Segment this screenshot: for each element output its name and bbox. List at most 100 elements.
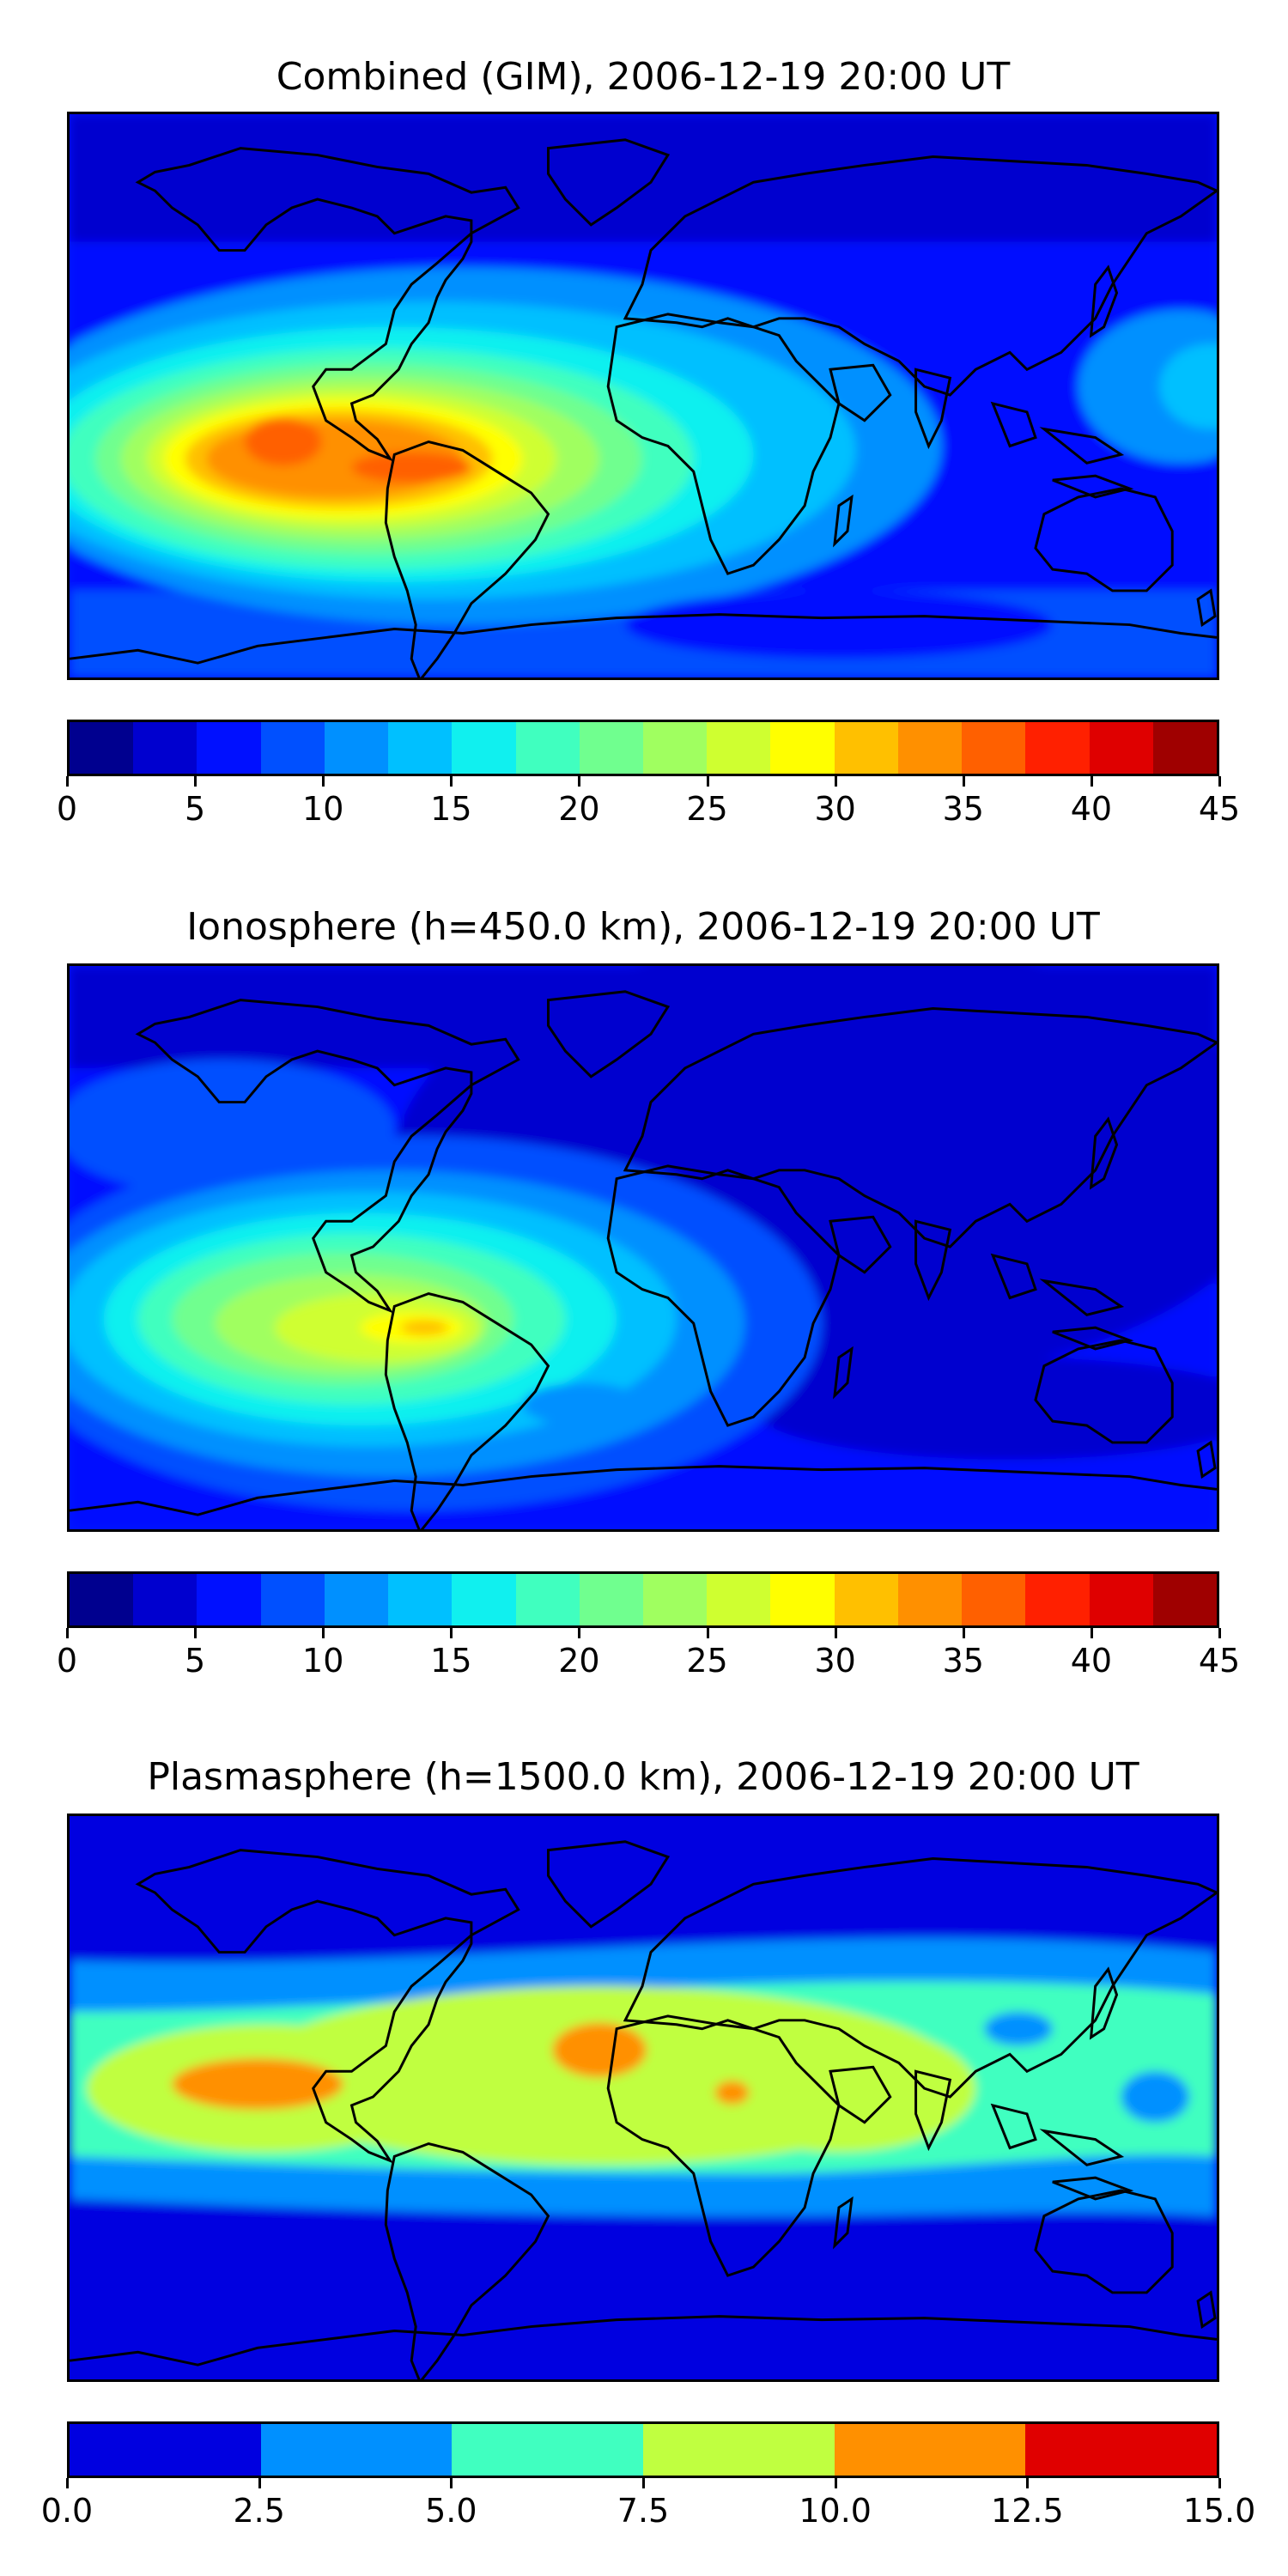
colorbar-tick-mark bbox=[1218, 776, 1221, 787]
colorbar-tick-label: 5 bbox=[185, 790, 206, 828]
panel-1-title: Combined (GIM), 2006-12-19 20:00 UT bbox=[276, 55, 1011, 99]
colorbar-1-segment bbox=[962, 722, 1026, 774]
colorbar-2-segment bbox=[962, 1574, 1026, 1625]
colorbar-3-segment bbox=[1025, 2424, 1218, 2476]
colorbar-tick-label: 10 bbox=[302, 790, 344, 828]
colorbar-tick-mark bbox=[258, 2478, 261, 2488]
colorbar-2 bbox=[67, 1571, 1219, 1628]
colorbar-3-segment bbox=[834, 2424, 1026, 2476]
colorbar-2-segment bbox=[452, 1574, 516, 1625]
colorbar-tick-mark bbox=[1026, 2478, 1030, 2488]
colorbar-tick-mark bbox=[194, 1628, 197, 1638]
colorbar-tick-mark bbox=[706, 776, 709, 787]
ionosphere-map bbox=[67, 963, 1219, 1532]
colorbar-tick-mark bbox=[706, 1628, 709, 1638]
colorbar-1-segment bbox=[70, 722, 134, 774]
colorbar-1-segment bbox=[1025, 722, 1090, 774]
colorbar-2-segment bbox=[133, 1574, 197, 1625]
colorbar-1-segment bbox=[834, 722, 898, 774]
colorbar-1-segment bbox=[770, 722, 835, 774]
colorbar-tick-mark bbox=[322, 776, 325, 787]
panel-3-title: Plasmasphere (h=1500.0 km), 2006-12-19 2… bbox=[147, 1755, 1139, 1799]
colorbar-tick-label: 30 bbox=[814, 1642, 856, 1680]
colorbar-tick-mark bbox=[834, 2478, 837, 2488]
colorbar-1-segment bbox=[133, 722, 197, 774]
colorbar-2-segment bbox=[70, 1574, 134, 1625]
colorbar-2-segment bbox=[1025, 1574, 1090, 1625]
colorbar-tick-label: 0 bbox=[56, 1642, 78, 1680]
colorbar-2-segment bbox=[834, 1574, 898, 1625]
colorbar-tick-mark bbox=[322, 1628, 325, 1638]
colorbar-2-segment bbox=[579, 1574, 643, 1625]
colorbar-1-segment bbox=[1089, 722, 1153, 774]
colorbar-tick-mark bbox=[66, 2478, 69, 2488]
colorbar-1-segment bbox=[452, 722, 516, 774]
colorbar-1-segment bbox=[260, 722, 325, 774]
colorbar-tick-label: 45 bbox=[1198, 790, 1241, 828]
colorbar-2-segment bbox=[642, 1574, 708, 1625]
colorbar-2-segment bbox=[897, 1574, 963, 1625]
colorbar-tick-mark bbox=[1218, 2478, 1221, 2488]
colorbar-2-segment bbox=[515, 1574, 580, 1625]
colorbar-2-segment bbox=[197, 1574, 261, 1625]
colorbar-tick-label: 15 bbox=[430, 790, 472, 828]
colorbar-3-segment bbox=[70, 2424, 261, 2476]
colorbar-2-segment bbox=[707, 1574, 771, 1625]
colorbar-tick-label: 40 bbox=[1070, 1642, 1113, 1680]
colorbar-2-ticks: 0 5 10 15 20 25 30 35 40 45 bbox=[57, 1628, 1240, 1680]
colorbar-tick-label: 45 bbox=[1198, 1642, 1241, 1680]
colorbar-tick-mark bbox=[834, 776, 837, 787]
colorbar-1-segment bbox=[324, 722, 389, 774]
combined-gim-map bbox=[67, 112, 1219, 680]
colorbar-3 bbox=[67, 2421, 1219, 2478]
colorbar-3-ticks: 0.0 2.5 5.0 7.5 10.0 12.5 15.0 bbox=[41, 2478, 1255, 2530]
colorbar-tick-label: 0.0 bbox=[40, 2492, 94, 2530]
panel-2-title: Ionosphere (h=450.0 km), 2006-12-19 20:0… bbox=[186, 905, 1100, 949]
colorbar-tick-label: 10.0 bbox=[799, 2492, 872, 2530]
colorbar-tick-mark bbox=[450, 776, 453, 787]
colorbar-1-segment bbox=[707, 722, 771, 774]
colorbar-tick-label: 25 bbox=[686, 1642, 728, 1680]
colorbar-tick-label: 0 bbox=[56, 790, 78, 828]
colorbar-1-segment bbox=[897, 722, 963, 774]
colorbar-1-segment bbox=[515, 722, 580, 774]
plasmasphere-map bbox=[67, 1814, 1219, 2382]
colorbar-tick-label: 12.5 bbox=[991, 2492, 1064, 2530]
colorbar-2-segment bbox=[1152, 1574, 1217, 1625]
colorbar-tick-mark bbox=[962, 1628, 965, 1638]
colorbar-1-segment bbox=[642, 722, 708, 774]
colorbar-tick-label: 10 bbox=[302, 1642, 344, 1680]
colorbar-2-segment bbox=[260, 1574, 325, 1625]
colorbar-tick-mark bbox=[66, 1628, 69, 1638]
colorbar-tick-label: 15 bbox=[430, 1642, 472, 1680]
colorbar-tick-mark bbox=[578, 1628, 581, 1638]
colorbar-3-segment bbox=[643, 2424, 835, 2476]
colorbar-tick-mark bbox=[578, 776, 581, 787]
colorbar-1-segment bbox=[1152, 722, 1217, 774]
colorbar-tick-mark bbox=[962, 776, 965, 787]
colorbar-1-segment bbox=[579, 722, 643, 774]
colorbar-tick-label: 40 bbox=[1070, 790, 1113, 828]
colorbar-3-segment bbox=[452, 2424, 644, 2476]
colorbar-tick-mark bbox=[1090, 1628, 1093, 1638]
colorbar-tick-label: 35 bbox=[942, 1642, 984, 1680]
colorbar-tick-mark bbox=[450, 2478, 453, 2488]
colorbar-tick-label: 2.5 bbox=[233, 2492, 285, 2530]
colorbar-tick-mark bbox=[194, 776, 197, 787]
colorbar-1-ticks: 0 5 10 15 20 25 30 35 40 45 bbox=[57, 776, 1240, 828]
colorbar-2-segment bbox=[1089, 1574, 1153, 1625]
colorbar-1-segment bbox=[197, 722, 261, 774]
colorbar-tick-mark bbox=[450, 1628, 453, 1638]
colorbar-tick-label: 5.0 bbox=[425, 2492, 477, 2530]
colorbar-tick-mark bbox=[642, 2478, 645, 2488]
colorbar-tick-label: 35 bbox=[942, 790, 984, 828]
colorbar-tick-label: 5 bbox=[185, 1642, 206, 1680]
colorbar-1-segment bbox=[388, 722, 453, 774]
colorbar-2-segment bbox=[324, 1574, 389, 1625]
colorbar-1 bbox=[67, 720, 1219, 776]
colorbar-tick-mark bbox=[1218, 1628, 1221, 1638]
colorbar-tick-label: 30 bbox=[814, 790, 856, 828]
colorbar-tick-label: 20 bbox=[558, 1642, 600, 1680]
colorbar-tick-mark bbox=[66, 776, 69, 787]
colorbar-tick-mark bbox=[1090, 776, 1093, 787]
